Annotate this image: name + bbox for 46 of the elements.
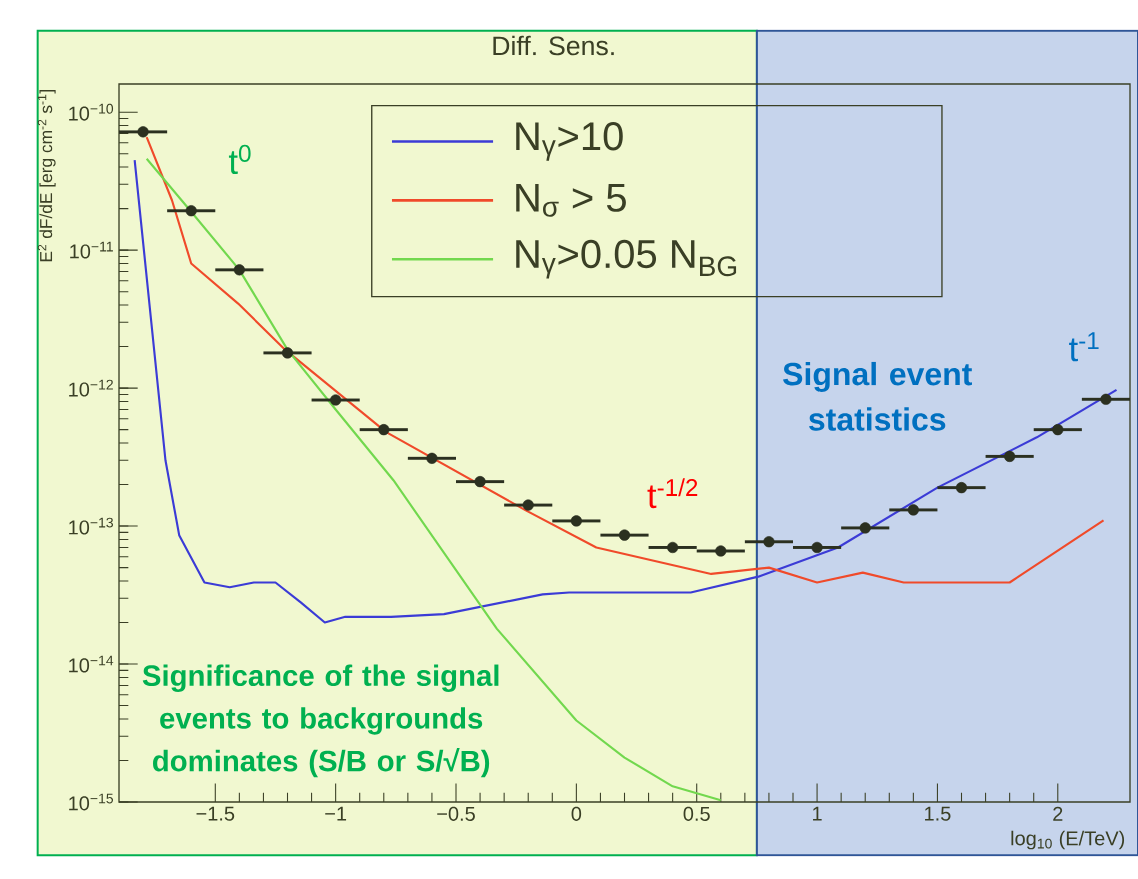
point	[185, 205, 197, 217]
x-axis-title: log$_{10}$ (E/TeV)	[1011, 830, 1125, 850]
annotation: Significance of the signal events to backgrounds dominates (S/B or S/√B)	[142, 664, 499, 778]
point	[281, 347, 294, 359]
x-tick-label: 0	[571, 806, 582, 821]
point	[426, 452, 438, 464]
point	[1004, 450, 1016, 462]
annotation: Signal event statistics	[783, 361, 972, 431]
legend-label: N$_{γ}$>0.05 N$_{BG}$	[516, 239, 737, 279]
y-tick-label: 10$^{−13}$	[69, 517, 114, 535]
point	[570, 515, 582, 527]
x-tick-label: 1.5	[925, 806, 951, 821]
y-tick-label: 10$^{−12}$	[69, 379, 113, 397]
y-tick-label: 10$^{−11}$	[70, 241, 113, 259]
x-tick-label: 1	[813, 806, 822, 821]
point	[955, 482, 968, 494]
annotation: t$^{-1/2}$	[647, 478, 698, 509]
point	[1052, 424, 1064, 436]
point	[667, 541, 679, 554]
point	[618, 529, 631, 541]
point	[378, 424, 390, 436]
point	[811, 541, 823, 554]
point	[474, 476, 486, 488]
point	[715, 545, 727, 557]
point	[522, 499, 534, 511]
y-axis-title: E$^{2}$ dF/dE [erg cm$^{-2}$ s$^{-1}$]	[37, 89, 56, 262]
x-tick-label: 2	[1053, 806, 1063, 821]
point	[1100, 393, 1112, 405]
annotation: t$^{0}$	[228, 144, 251, 175]
point	[907, 504, 919, 516]
legend-label: N$_{γ}$>10	[516, 122, 623, 161]
y-tick-label: 10$^{−14}$	[69, 655, 114, 673]
x-tick-label: 0.5	[683, 806, 710, 821]
point	[137, 126, 149, 138]
point	[330, 394, 342, 406]
x-tick-label: −0.5	[437, 806, 475, 821]
annotation: t$^{-1}$	[1069, 332, 1099, 362]
x-tick-label: −1	[325, 806, 347, 821]
point	[859, 522, 871, 534]
y-tick-label: 10$^{−10}$	[69, 103, 114, 121]
x-tick-label: −1.5	[196, 806, 235, 821]
chart-title: Diff. Sens.	[493, 35, 614, 56]
point	[763, 536, 775, 548]
y-tick-label: 10$^{−15}$	[69, 793, 114, 811]
legend-label: N$_{σ}$ > 5	[516, 183, 626, 217]
point	[233, 264, 245, 276]
